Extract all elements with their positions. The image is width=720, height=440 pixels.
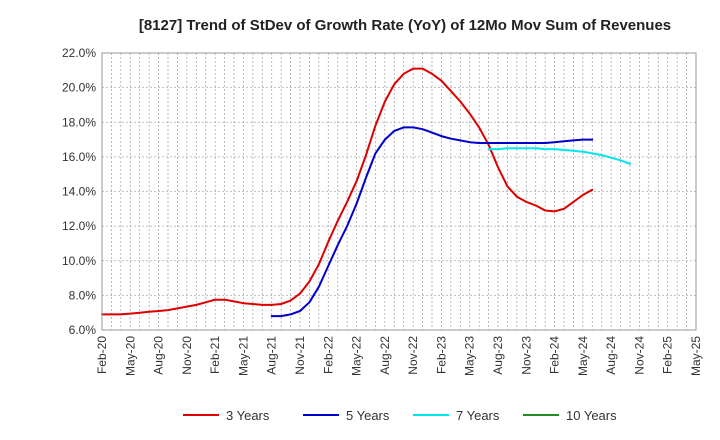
x-tick-label: Aug-24 <box>604 336 618 375</box>
x-tick-label: Nov-20 <box>180 336 194 375</box>
y-tick-label: 10.0% <box>62 254 96 268</box>
series-line-5-years <box>270 126 594 318</box>
legend-label: 10 Years <box>566 408 617 423</box>
chart-title: [8127] Trend of StDev of Growth Rate (Yo… <box>139 17 671 34</box>
y-tick-label: 14.0% <box>62 185 96 199</box>
x-tick-label: Nov-22 <box>406 336 420 375</box>
grid <box>102 53 696 330</box>
x-tick-label: Aug-20 <box>152 336 166 375</box>
y-tick-label: 6.0% <box>69 323 97 337</box>
x-tick-label: Aug-23 <box>491 336 505 375</box>
x-tick-label: May-22 <box>350 336 364 376</box>
legend-label: 3 Years <box>226 408 270 423</box>
x-tick-label: Nov-23 <box>519 336 533 375</box>
y-tick-label: 20.0% <box>62 81 96 95</box>
legend-label: 7 Years <box>456 408 500 423</box>
y-tick-label: 16.0% <box>62 150 96 164</box>
series-lines <box>101 67 631 318</box>
plot-border <box>101 52 697 331</box>
y-tick-label: 18.0% <box>62 115 96 129</box>
legend-label: 5 Years <box>346 408 390 423</box>
x-tick-label: May-23 <box>463 336 477 376</box>
x-tick-label: Feb-20 <box>95 336 109 374</box>
legend: 3 Years 5 Years 7 Years 10 Years <box>183 408 617 423</box>
x-axis-ticks: Feb-20 May-20 Aug-20 Nov-20 Feb-21 May-21 Aug-… <box>95 336 703 376</box>
x-tick-label: Feb-25 <box>661 336 675 374</box>
y-tick-label: 22.0% <box>62 46 96 60</box>
x-tick-label: Aug-21 <box>265 336 279 375</box>
y-tick-label: 12.0% <box>62 219 96 233</box>
x-tick-label: Nov-21 <box>293 336 307 375</box>
x-tick-label: Feb-24 <box>548 336 562 374</box>
y-axis-ticks: 6.0% 8.0% 10.0% 12.0% 14.0% 16.0% 18.0% 20.0% 22… <box>62 46 96 337</box>
x-tick-label: May-25 <box>689 336 703 376</box>
x-tick-label: May-21 <box>236 336 250 376</box>
series-line-7-years <box>487 147 631 165</box>
x-tick-label: Feb-22 <box>321 336 335 374</box>
x-tick-label: May-24 <box>576 336 590 376</box>
x-tick-label: Feb-23 <box>434 336 448 374</box>
x-tick-label: Aug-22 <box>378 336 392 375</box>
y-tick-label: 8.0% <box>69 288 97 302</box>
x-tick-label: Nov-24 <box>632 336 646 375</box>
x-tick-label: May-20 <box>123 336 137 376</box>
series-line-3-years <box>101 67 594 316</box>
x-tick-label: Feb-21 <box>208 336 222 374</box>
